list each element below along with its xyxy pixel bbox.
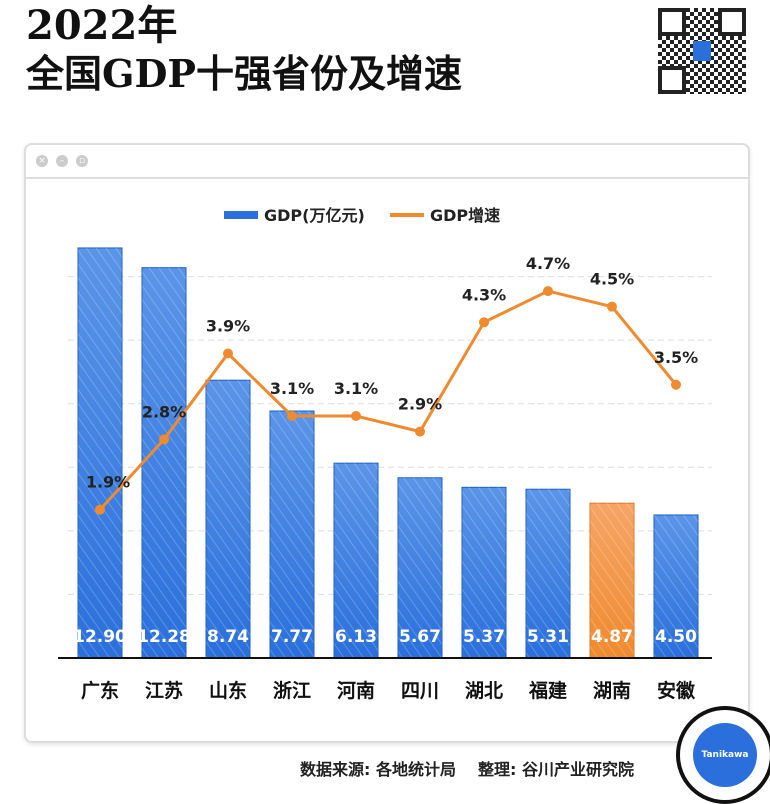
- bar-value-label: 8.74: [207, 627, 249, 647]
- source-text: 数据来源: 各地统计局: [300, 760, 456, 779]
- growth-point: [287, 410, 297, 421]
- legend-swatch-gdp: [224, 211, 258, 219]
- growth-label: 3.1%: [270, 379, 314, 398]
- title-year: 2022年: [26, 2, 178, 49]
- bar-value-label: 12.90: [73, 627, 127, 647]
- bar-hatch: [78, 247, 122, 658]
- x-tick-label: 福建: [528, 679, 567, 702]
- growth-label: 1.9%: [86, 473, 130, 492]
- growth-label: 3.9%: [206, 317, 250, 336]
- compiler-text: 整理: 谷川产业研究院: [477, 760, 634, 779]
- x-tick-label: 浙江: [273, 679, 311, 702]
- bar-hatch: [270, 411, 314, 658]
- growth-label: 2.8%: [142, 402, 186, 421]
- minimize-icon[interactable]: –: [56, 155, 68, 167]
- title-main: 全国GDP十强省份及增速: [26, 51, 462, 96]
- bar-value-label: 5.67: [399, 627, 441, 647]
- x-tick-label: 湖北: [465, 680, 503, 702]
- bar-value-label: 12.28: [137, 627, 191, 647]
- bar-hatch: [654, 514, 698, 658]
- bar-value-label: 5.37: [463, 627, 505, 647]
- growth-label: 2.9%: [398, 395, 442, 414]
- growth-point: [543, 286, 553, 297]
- close-icon[interactable]: ×: [36, 155, 48, 167]
- x-tick-label: 河南: [337, 680, 375, 702]
- bar-hatch: [398, 477, 442, 658]
- growth-label: 4.7%: [526, 254, 570, 273]
- x-tick-label: 山东: [209, 679, 247, 702]
- bar-value-label: 7.77: [271, 627, 313, 647]
- legend-label-gdp: GDP(万亿元): [264, 206, 365, 225]
- bar-hatch: [142, 267, 186, 658]
- growth-point: [415, 426, 425, 437]
- window-titlebar: × – ▫: [26, 145, 748, 179]
- bar-hatch: [526, 489, 570, 658]
- maximize-icon[interactable]: ▫: [76, 155, 88, 167]
- footer: 数据来源: 各地统计局 整理: 谷川产业研究院: [300, 756, 656, 780]
- legend-swatch-growth: [390, 213, 424, 217]
- legend-label-growth: GDP增速: [430, 206, 500, 225]
- growth-point: [671, 379, 681, 390]
- growth-point: [223, 348, 233, 359]
- x-tick-label: 江苏: [145, 679, 183, 702]
- x-tick-label: 湖南: [593, 680, 631, 702]
- growth-label: 3.5%: [654, 348, 698, 367]
- bar-hatch: [206, 380, 250, 658]
- bar-hatch: [334, 463, 378, 658]
- bar-value-label: 5.31: [527, 627, 569, 647]
- badge-text: Tanikawa: [693, 723, 757, 787]
- growth-point: [607, 301, 617, 312]
- x-tick-label: 四川: [401, 680, 439, 702]
- bar-value-label: 4.50: [655, 627, 697, 647]
- growth-label: 4.3%: [462, 285, 506, 304]
- growth-label: 4.5%: [590, 270, 634, 289]
- bar-hatch: [590, 503, 634, 658]
- tanikawa-logo: Tanikawa: [676, 706, 770, 804]
- bar-hatch: [462, 487, 506, 658]
- x-tick-label: 广东: [81, 679, 119, 702]
- growth-point: [95, 504, 105, 515]
- growth-label: 3.1%: [334, 379, 378, 398]
- bar-value-label: 4.87: [591, 627, 633, 647]
- bar-value-label: 6.13: [335, 627, 377, 647]
- qr-code: [658, 8, 746, 94]
- growth-line: [98, 289, 678, 511]
- growth-point: [159, 434, 169, 445]
- growth-point: [479, 317, 489, 328]
- growth-point: [351, 410, 361, 421]
- x-tick-label: 安徽: [657, 679, 696, 702]
